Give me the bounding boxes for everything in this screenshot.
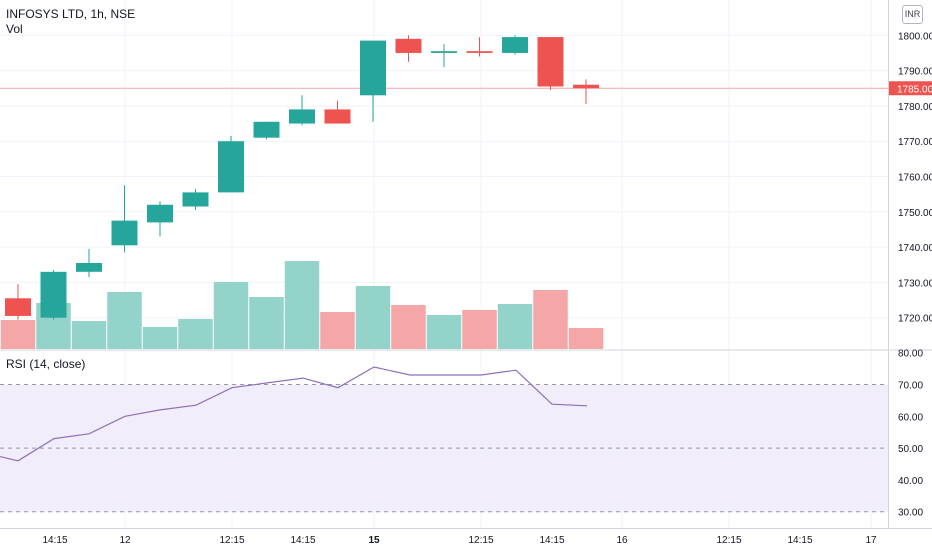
price-tick-label: 1720.00	[898, 314, 932, 325]
candle-body	[324, 109, 351, 124]
volume-bar	[0, 320, 36, 349]
volume-bar	[249, 297, 284, 349]
time-tick-label: 12:15	[468, 535, 493, 546]
volume-bar	[533, 290, 568, 349]
candle-body	[182, 192, 209, 207]
volume-bar	[142, 327, 178, 349]
chart-legend: INFOSYS LTD, 1h, NSE Vol	[6, 7, 135, 37]
candle-body	[466, 51, 493, 53]
price-tick-label: 1770.00	[898, 137, 932, 148]
volume-bar	[320, 312, 355, 349]
candle-body	[431, 51, 457, 53]
candle-body	[253, 121, 280, 138]
time-tick-label: 14:15	[42, 535, 67, 546]
time-tick-label: 17	[865, 535, 877, 546]
time-tick-label: 14:15	[787, 535, 812, 546]
rsi-tick-label: 30.00	[898, 508, 923, 519]
candle-body	[76, 262, 102, 272]
time-tick-label: 12:15	[219, 535, 244, 546]
candle-body	[147, 204, 173, 223]
rsi-tick-label: 60.00	[898, 412, 923, 423]
volume-bar	[178, 319, 213, 349]
time-tick-label: 12	[119, 535, 131, 546]
candle-body	[289, 109, 315, 124]
candle-body	[218, 141, 244, 193]
price-tick-label: 1780.00	[898, 102, 932, 113]
candle-body	[111, 220, 138, 246]
candle-body	[537, 37, 564, 87]
volume-bar	[213, 282, 249, 349]
symbol-title[interactable]: INFOSYS LTD, 1h, NSE	[6, 7, 136, 21]
time-tick-label: 14:15	[539, 535, 564, 546]
volume-bar	[107, 292, 142, 349]
rsi-tick-label: 50.00	[898, 444, 923, 455]
volume-bar	[462, 310, 497, 349]
price-tick-label: 1750.00	[898, 208, 932, 219]
last-price-value: 1785.00	[897, 84, 932, 95]
volume-bar	[497, 304, 533, 349]
candle-body	[502, 37, 528, 53]
rsi-tick-label: 80.00	[898, 349, 923, 360]
price-tick-label: 1790.00	[898, 67, 932, 78]
volume-bar	[355, 286, 391, 349]
rsi-tick-label: 70.00	[898, 381, 923, 392]
price-tick-label: 1740.00	[898, 243, 932, 254]
volume-bar	[568, 328, 604, 349]
time-tick-label: 15	[368, 535, 380, 546]
currency-badge[interactable]: INR	[902, 5, 923, 24]
candle-body	[360, 40, 386, 96]
volume-label[interactable]: Vol	[6, 22, 23, 36]
time-tick-label: 12:15	[716, 535, 741, 546]
candle-body	[395, 38, 422, 53]
rsi-label[interactable]: RSI (14, close)	[6, 357, 86, 371]
last-price-tag	[889, 81, 932, 96]
candle-body	[573, 84, 599, 89]
volume-bar	[71, 321, 107, 349]
candle-body	[40, 271, 67, 318]
price-tick-label: 1800.00	[898, 31, 932, 42]
price-tick-label: 1730.00	[898, 278, 932, 289]
rsi-tick-label: 40.00	[898, 476, 923, 487]
volume-bar	[426, 315, 462, 349]
time-tick-label: 16	[616, 535, 628, 546]
time-tick-label: 14:15	[290, 535, 315, 546]
rsi-line	[0, 366, 588, 462]
price-tick-label: 1760.00	[898, 173, 932, 184]
volume-bar	[284, 261, 320, 349]
candle-body	[5, 298, 31, 316]
volume-bar	[391, 305, 426, 349]
